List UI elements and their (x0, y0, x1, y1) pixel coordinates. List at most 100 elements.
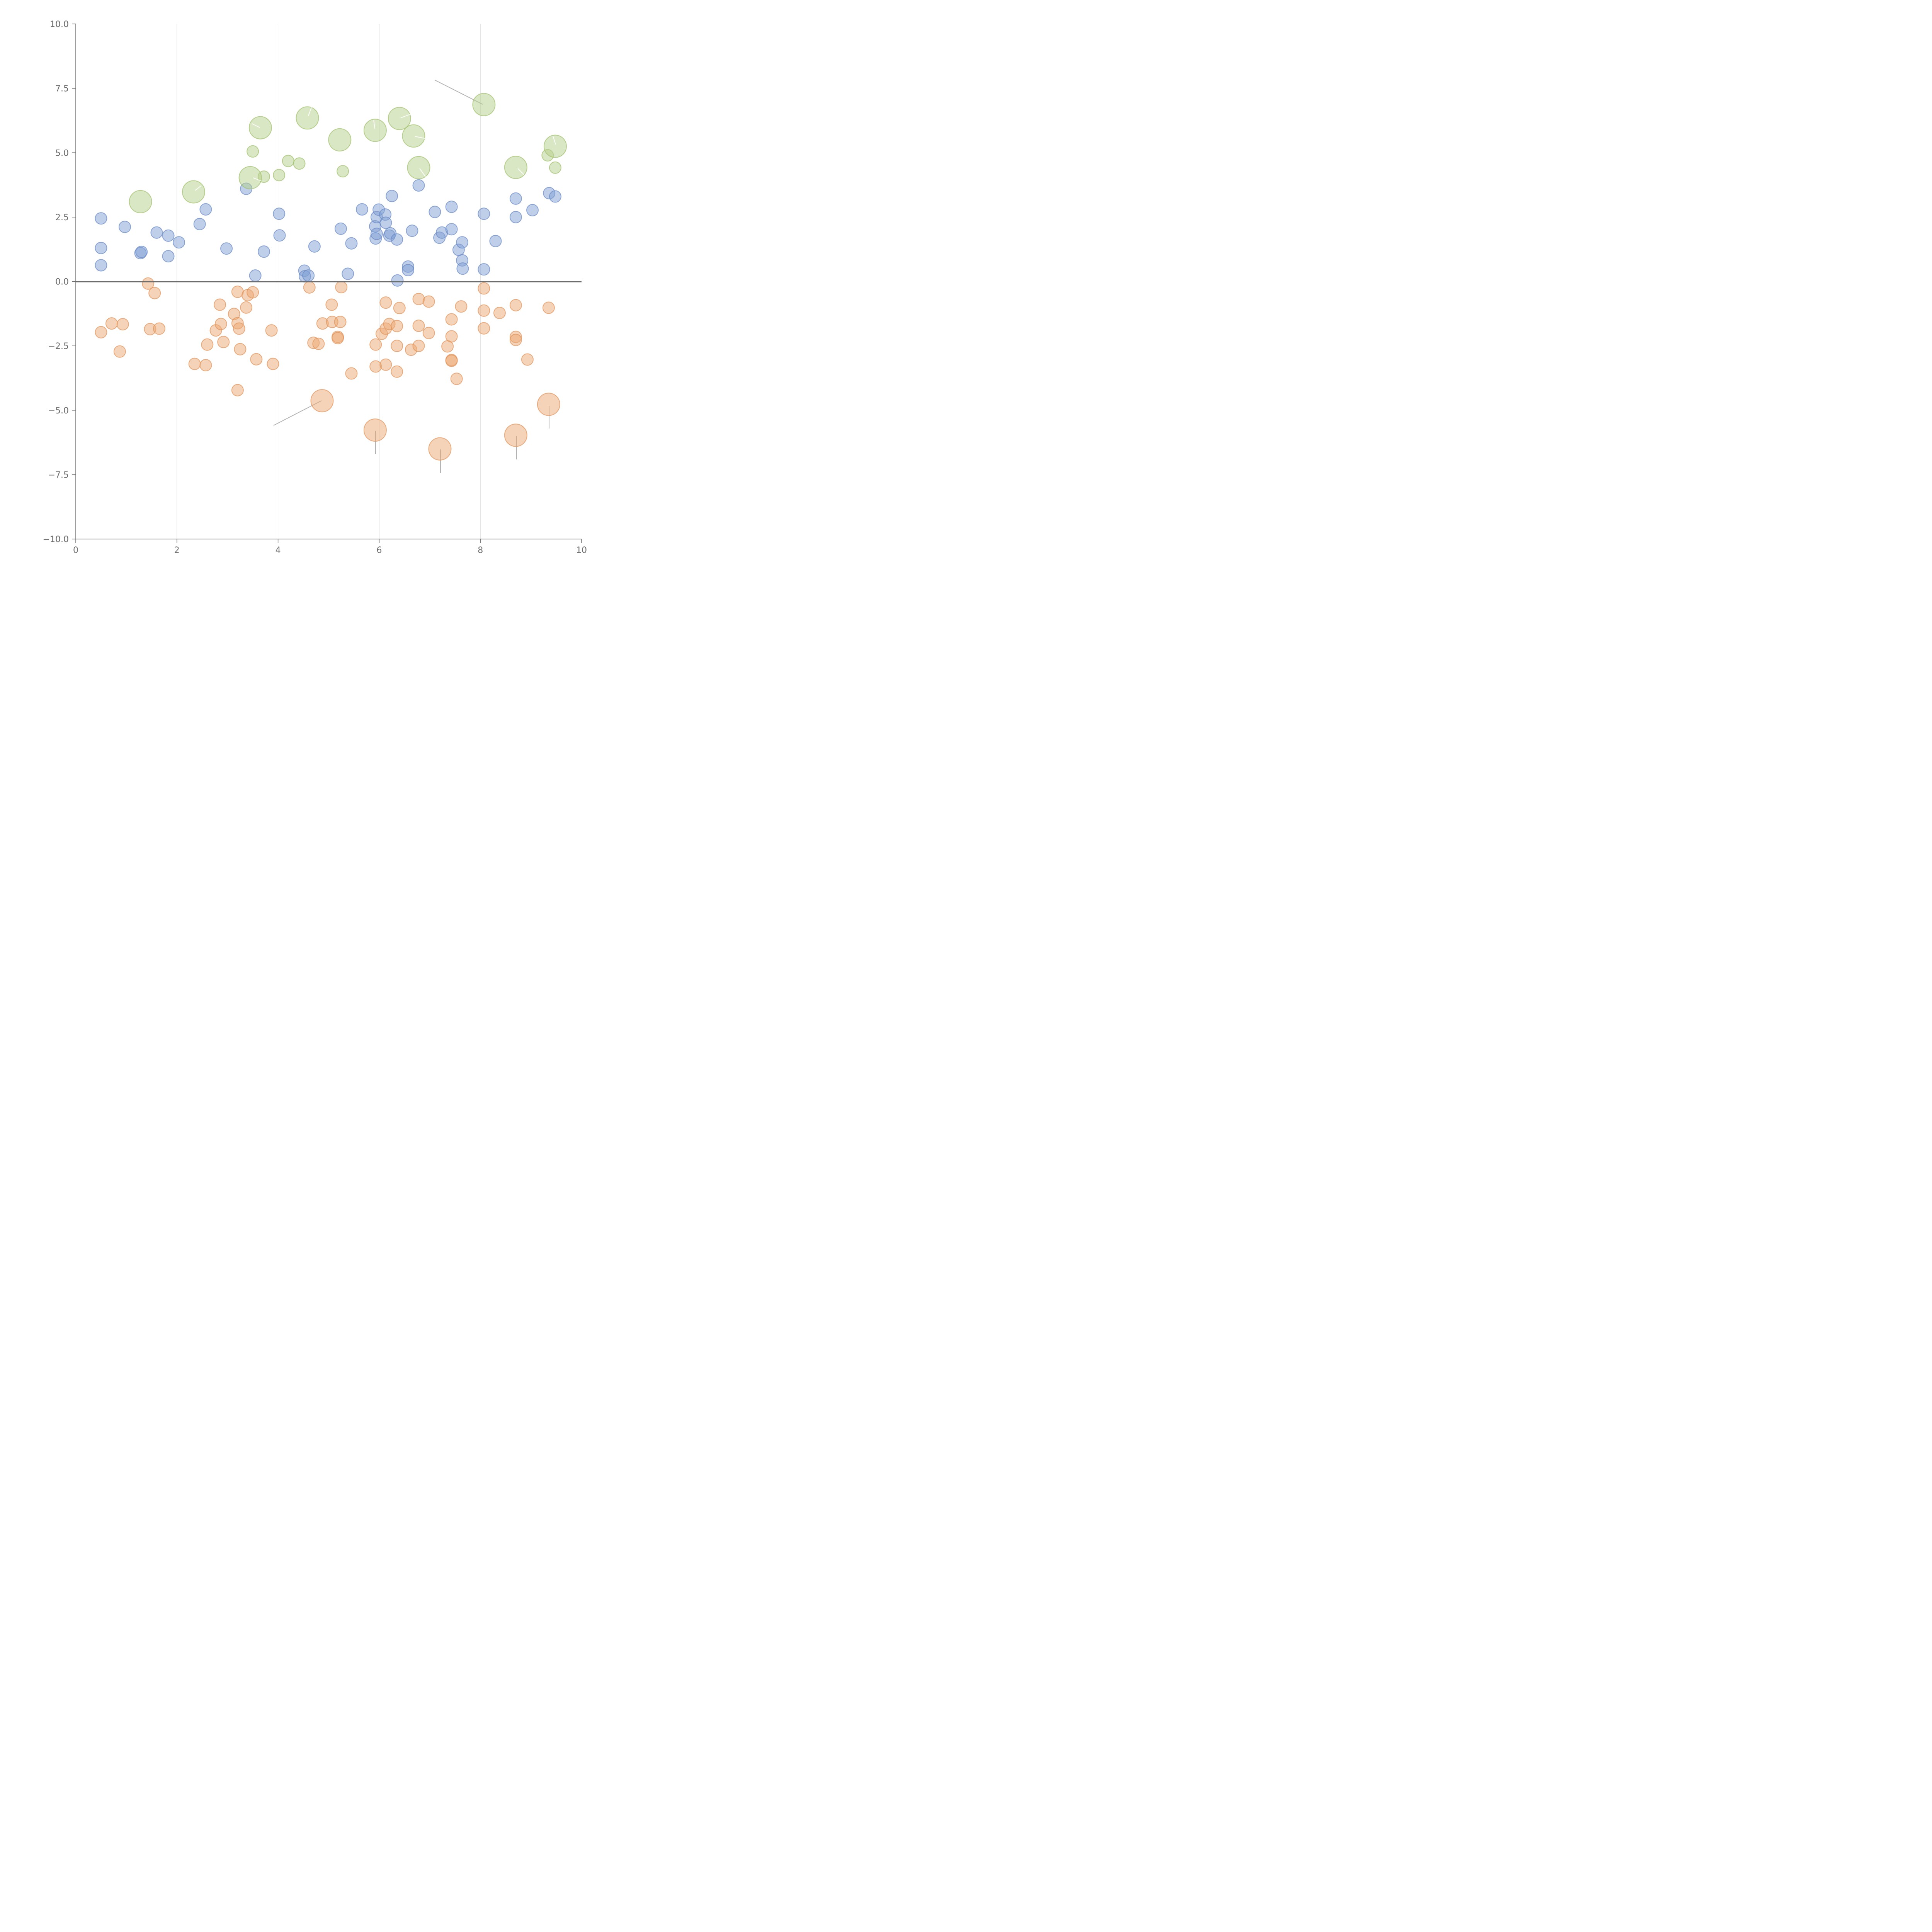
orange-data-point (445, 330, 458, 343)
orange-data-point (379, 358, 392, 371)
blue-data-point (355, 203, 368, 216)
y-tick-label: −2.5 (48, 342, 69, 351)
blue-data-point (95, 212, 107, 225)
orange-large-data-point (504, 423, 527, 447)
orange-data-point (478, 282, 490, 295)
blue-data-point (249, 269, 262, 282)
blue-data-point (509, 192, 522, 205)
orange-data-point (247, 286, 259, 299)
orange-data-point (345, 367, 358, 380)
green-large-data-point (328, 128, 352, 151)
orange-data-point (412, 320, 425, 332)
orange-data-point (116, 318, 129, 331)
blue-data-point (402, 264, 415, 277)
orange-data-point (478, 322, 490, 335)
orange-data-point (113, 345, 126, 358)
green-data-point (549, 161, 561, 174)
blue-data-point (162, 250, 175, 263)
orange-data-point (105, 317, 118, 330)
y-tick-label: −7.5 (48, 470, 69, 480)
y-tick-label: 2.5 (55, 213, 69, 223)
orange-data-point (391, 365, 403, 378)
orange-data-point (455, 300, 468, 313)
orange-data-point (201, 338, 214, 351)
leader-line (253, 177, 261, 181)
annotation-leaders (195, 107, 556, 191)
orange-data-point (233, 322, 245, 335)
green-data-point (337, 165, 349, 178)
blue-data-point (135, 245, 148, 258)
leader-line (517, 168, 524, 175)
blue-data-point (456, 262, 469, 275)
orange-data-point (369, 360, 382, 373)
blue-data-point (549, 190, 561, 203)
blue-data-point (273, 229, 286, 242)
blue-data-point (478, 207, 490, 220)
blue-data-point (342, 267, 354, 280)
data-points (95, 93, 567, 461)
green-large-data-point (296, 106, 319, 130)
orange-data-point (153, 322, 165, 335)
blue-data-point (445, 223, 458, 236)
leader-line (553, 136, 556, 145)
orange-large-data-point (363, 418, 387, 442)
orange-large-data-point (428, 437, 452, 461)
orange-data-point (422, 295, 435, 308)
y-tick-label: 0.0 (55, 277, 69, 287)
leader-line (252, 123, 260, 128)
blue-data-point (162, 229, 175, 242)
orange-data-point (231, 384, 244, 396)
blue-data-point (118, 221, 131, 233)
orange-data-point (393, 302, 406, 315)
orange-data-point (369, 338, 382, 351)
orange-data-point (379, 296, 392, 309)
blue-data-point (199, 203, 212, 216)
ticks: 0 2 4 6 8 10 10.0 7.5 5.0 2.5 0.0 −2.5 −5.0 −7.5 −10.0 (43, 20, 587, 555)
x-tick-label: 4 (276, 546, 281, 555)
blue-data-point (273, 207, 286, 220)
orange-data-point (412, 293, 425, 305)
orange-data-point (509, 299, 522, 311)
x-tick-label: 6 (376, 546, 382, 555)
orange-data-point (250, 353, 263, 366)
orange-data-point (493, 306, 506, 319)
green-large-data-point (407, 156, 430, 179)
green-large-data-point (472, 93, 496, 116)
orange-data-point (188, 357, 201, 370)
orange-data-point (445, 313, 458, 326)
orange-data-point (332, 332, 344, 345)
orange-data-point (422, 327, 435, 339)
orange-data-point (214, 318, 227, 330)
leader-line (308, 107, 312, 116)
blue-data-point (386, 190, 398, 202)
green-large-data-point (129, 190, 152, 213)
orange-data-point (521, 353, 534, 366)
blue-data-point (345, 237, 358, 250)
blue-data-point (302, 269, 315, 282)
blue-data-point (391, 274, 404, 287)
orange-data-point (478, 304, 490, 317)
y-tick-label: 7.5 (55, 84, 69, 94)
x-tick-label: 10 (576, 546, 587, 555)
y-tick-label: 5.0 (55, 148, 69, 158)
green-large-data-point (238, 166, 262, 189)
orange-data-point (312, 337, 325, 350)
orange-data-point (391, 340, 403, 352)
leader-line (419, 168, 426, 177)
blue-data-point (95, 259, 107, 272)
blue-data-point (150, 226, 163, 239)
x-tick-label: 8 (478, 546, 483, 555)
orange-data-point (450, 372, 463, 385)
green-large-data-point (248, 116, 272, 139)
blue-data-point (220, 242, 233, 255)
green-large-data-point (504, 156, 527, 179)
blue-data-point (456, 236, 469, 249)
orange-data-point (265, 324, 278, 337)
green-data-point (282, 155, 294, 167)
blue-data-point (379, 216, 392, 229)
x-tick-label: 0 (73, 546, 78, 555)
green-large-data-point (363, 119, 387, 142)
blue-data-point (445, 201, 458, 213)
scatter-chart: 0 2 4 6 8 10 10.0 7.5 5.0 2.5 0.0 −2.5 −5.0 −7.5 −10.0 (43, 20, 587, 555)
blue-data-point (526, 204, 539, 216)
